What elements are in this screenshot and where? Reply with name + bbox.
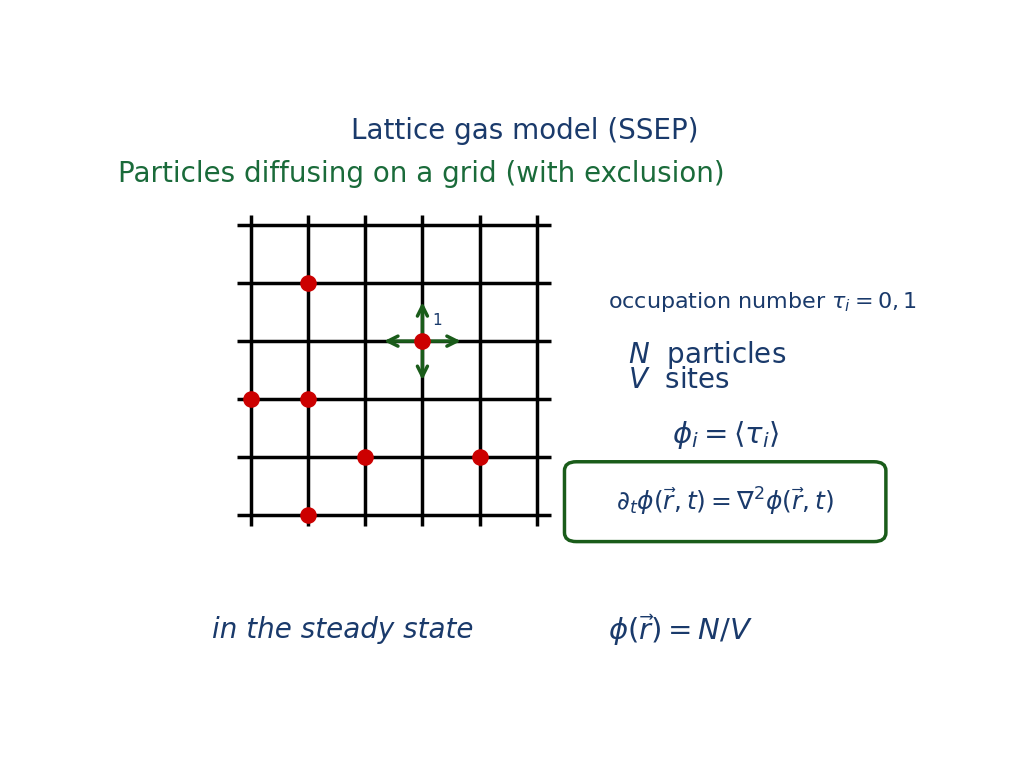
FancyBboxPatch shape bbox=[564, 462, 886, 541]
Point bbox=[471, 451, 487, 463]
Text: $\partial_t\phi(\vec{r},t) = \nabla^2\phi(\vec{r},t)$: $\partial_t\phi(\vec{r},t) = \nabla^2\ph… bbox=[616, 485, 835, 518]
Point bbox=[357, 451, 374, 463]
Text: Particles diffusing on a grid (with exclusion): Particles diffusing on a grid (with excl… bbox=[119, 160, 725, 187]
Point bbox=[415, 335, 431, 347]
Text: 1: 1 bbox=[432, 313, 441, 328]
Point bbox=[300, 393, 316, 406]
Point bbox=[300, 277, 316, 290]
Text: occupation number $\tau_i = 0,1$: occupation number $\tau_i = 0,1$ bbox=[608, 290, 918, 314]
Text: $V$  sites: $V$ sites bbox=[628, 366, 730, 394]
Text: $\phi_i = \langle\tau_i\rangle$: $\phi_i = \langle\tau_i\rangle$ bbox=[672, 419, 779, 451]
Text: in the steady state: in the steady state bbox=[212, 616, 473, 644]
Text: $\phi(\vec{r}) = N/V$: $\phi(\vec{r}) = N/V$ bbox=[608, 613, 753, 648]
Text: Lattice gas model (SSEP): Lattice gas model (SSEP) bbox=[351, 117, 698, 144]
Point bbox=[243, 393, 259, 406]
Text: $N$  particles: $N$ particles bbox=[628, 339, 786, 371]
Point bbox=[300, 509, 316, 521]
